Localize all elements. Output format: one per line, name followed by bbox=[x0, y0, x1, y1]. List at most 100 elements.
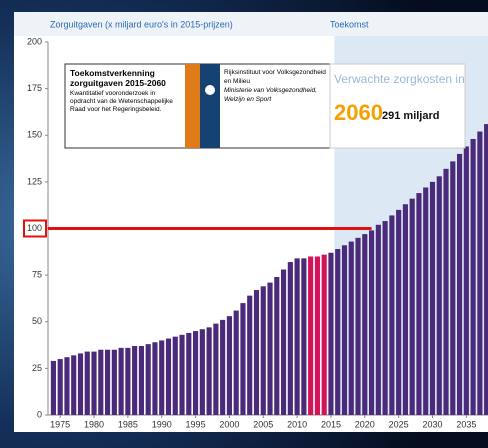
info-text: Toekomstverkenning zorguitgaven 2015-206… bbox=[70, 68, 173, 113]
bar bbox=[206, 327, 212, 415]
y-tick-label: 25 bbox=[32, 363, 42, 373]
x-tick-label: 1990 bbox=[152, 419, 172, 429]
bar bbox=[368, 230, 375, 415]
bar bbox=[443, 168, 449, 415]
callout-label: Verwachte zorgkosten in bbox=[334, 72, 465, 86]
bar bbox=[132, 345, 138, 415]
callout-amount: 291 miljard bbox=[382, 110, 439, 122]
bar bbox=[314, 256, 320, 415]
bar bbox=[98, 349, 104, 415]
callout-year: 2060 bbox=[334, 100, 383, 125]
x-tick-label: 2020 bbox=[355, 419, 375, 429]
bar bbox=[470, 138, 476, 416]
bar bbox=[375, 224, 381, 415]
bar bbox=[104, 349, 111, 415]
bar bbox=[84, 351, 90, 415]
x-tick-label: 1980 bbox=[84, 419, 104, 429]
bar bbox=[165, 338, 172, 415]
logo-strip bbox=[185, 64, 200, 148]
bar bbox=[77, 353, 84, 415]
org1: Rijksinstituut voor Volksgezondheid en M… bbox=[224, 69, 326, 85]
bar bbox=[389, 215, 395, 415]
bar bbox=[382, 221, 388, 415]
x-tick-label: 2000 bbox=[219, 419, 239, 429]
bar bbox=[91, 351, 97, 415]
bar bbox=[71, 355, 77, 415]
future-label: Toekomst bbox=[330, 19, 369, 29]
bar bbox=[111, 349, 117, 415]
bar bbox=[321, 254, 327, 415]
bar bbox=[429, 181, 436, 415]
bar bbox=[450, 161, 456, 415]
logo-block bbox=[200, 64, 220, 148]
bar bbox=[253, 290, 260, 415]
bar bbox=[456, 153, 463, 415]
bar bbox=[247, 295, 253, 415]
bar bbox=[341, 245, 348, 415]
bar bbox=[355, 237, 361, 415]
bar bbox=[233, 310, 239, 415]
x-tick-label: 2005 bbox=[253, 419, 273, 429]
y-tick-label: 50 bbox=[32, 316, 42, 326]
x-tick-label: 1995 bbox=[186, 419, 206, 429]
x-tick-label: 2025 bbox=[389, 419, 409, 429]
org-text: Rijksinstituut voor Volksgezondheid en M… bbox=[224, 69, 326, 103]
bar bbox=[416, 193, 422, 415]
bar bbox=[274, 276, 280, 415]
y-tick-label: 125 bbox=[27, 176, 42, 186]
bar bbox=[152, 342, 158, 415]
bar bbox=[280, 269, 287, 415]
y-tick-label: 175 bbox=[27, 83, 42, 93]
x-tick-label: 1985 bbox=[118, 419, 138, 429]
bar bbox=[220, 319, 226, 415]
y-tick-label: 100 bbox=[27, 223, 42, 233]
bar bbox=[267, 282, 273, 415]
bar bbox=[396, 209, 402, 415]
bar bbox=[186, 332, 192, 415]
chart-title: Zorguitgaven (x miljard euro's in 2015-p… bbox=[50, 19, 233, 29]
logo-icon bbox=[205, 85, 215, 95]
y-tick-label: 75 bbox=[32, 270, 42, 280]
bar bbox=[199, 329, 205, 415]
bar bbox=[57, 359, 63, 415]
bar bbox=[64, 357, 70, 415]
bar bbox=[138, 345, 144, 415]
x-tick-label: 1975 bbox=[50, 419, 70, 429]
y-tick-label: 200 bbox=[27, 36, 42, 46]
bar bbox=[436, 176, 442, 415]
bar bbox=[50, 360, 56, 415]
bar bbox=[226, 316, 232, 415]
x-tick-label: 2035 bbox=[456, 419, 476, 429]
info-box: Toekomstverkenning zorguitgaven 2015-206… bbox=[64, 63, 331, 149]
bar bbox=[484, 124, 488, 415]
bar bbox=[159, 340, 165, 415]
bar bbox=[328, 252, 334, 415]
bar bbox=[463, 146, 469, 415]
org2: Ministerie van Volksgezondheid, Welzijn … bbox=[224, 87, 317, 103]
bar bbox=[172, 336, 178, 415]
bar bbox=[179, 334, 185, 415]
x-tick-label: 2015 bbox=[321, 419, 341, 429]
bar bbox=[260, 286, 266, 415]
bar bbox=[308, 256, 314, 415]
bar bbox=[192, 331, 199, 415]
y-tick-label: 0 bbox=[37, 409, 42, 419]
bar bbox=[145, 344, 151, 415]
header bbox=[14, 12, 488, 36]
info-body: Kwantitatief vooronderzoek in opdracht v… bbox=[70, 90, 173, 113]
callout: Verwachte zorgkosten in 2060 291 miljard bbox=[329, 63, 466, 149]
bar bbox=[402, 204, 408, 415]
x-tick-label: 2030 bbox=[422, 419, 442, 429]
reference-box bbox=[23, 219, 47, 238]
bar bbox=[287, 262, 293, 415]
y-tick-label: 150 bbox=[27, 130, 42, 140]
info-title: Toekomstverkenning zorguitgaven 2015-206… bbox=[70, 68, 166, 88]
bar bbox=[240, 303, 246, 415]
callout-frame bbox=[329, 63, 466, 149]
bar bbox=[294, 258, 300, 415]
bar bbox=[477, 131, 483, 415]
bar bbox=[335, 249, 341, 415]
x-tick-label: 2010 bbox=[287, 419, 307, 429]
bar bbox=[348, 241, 354, 415]
